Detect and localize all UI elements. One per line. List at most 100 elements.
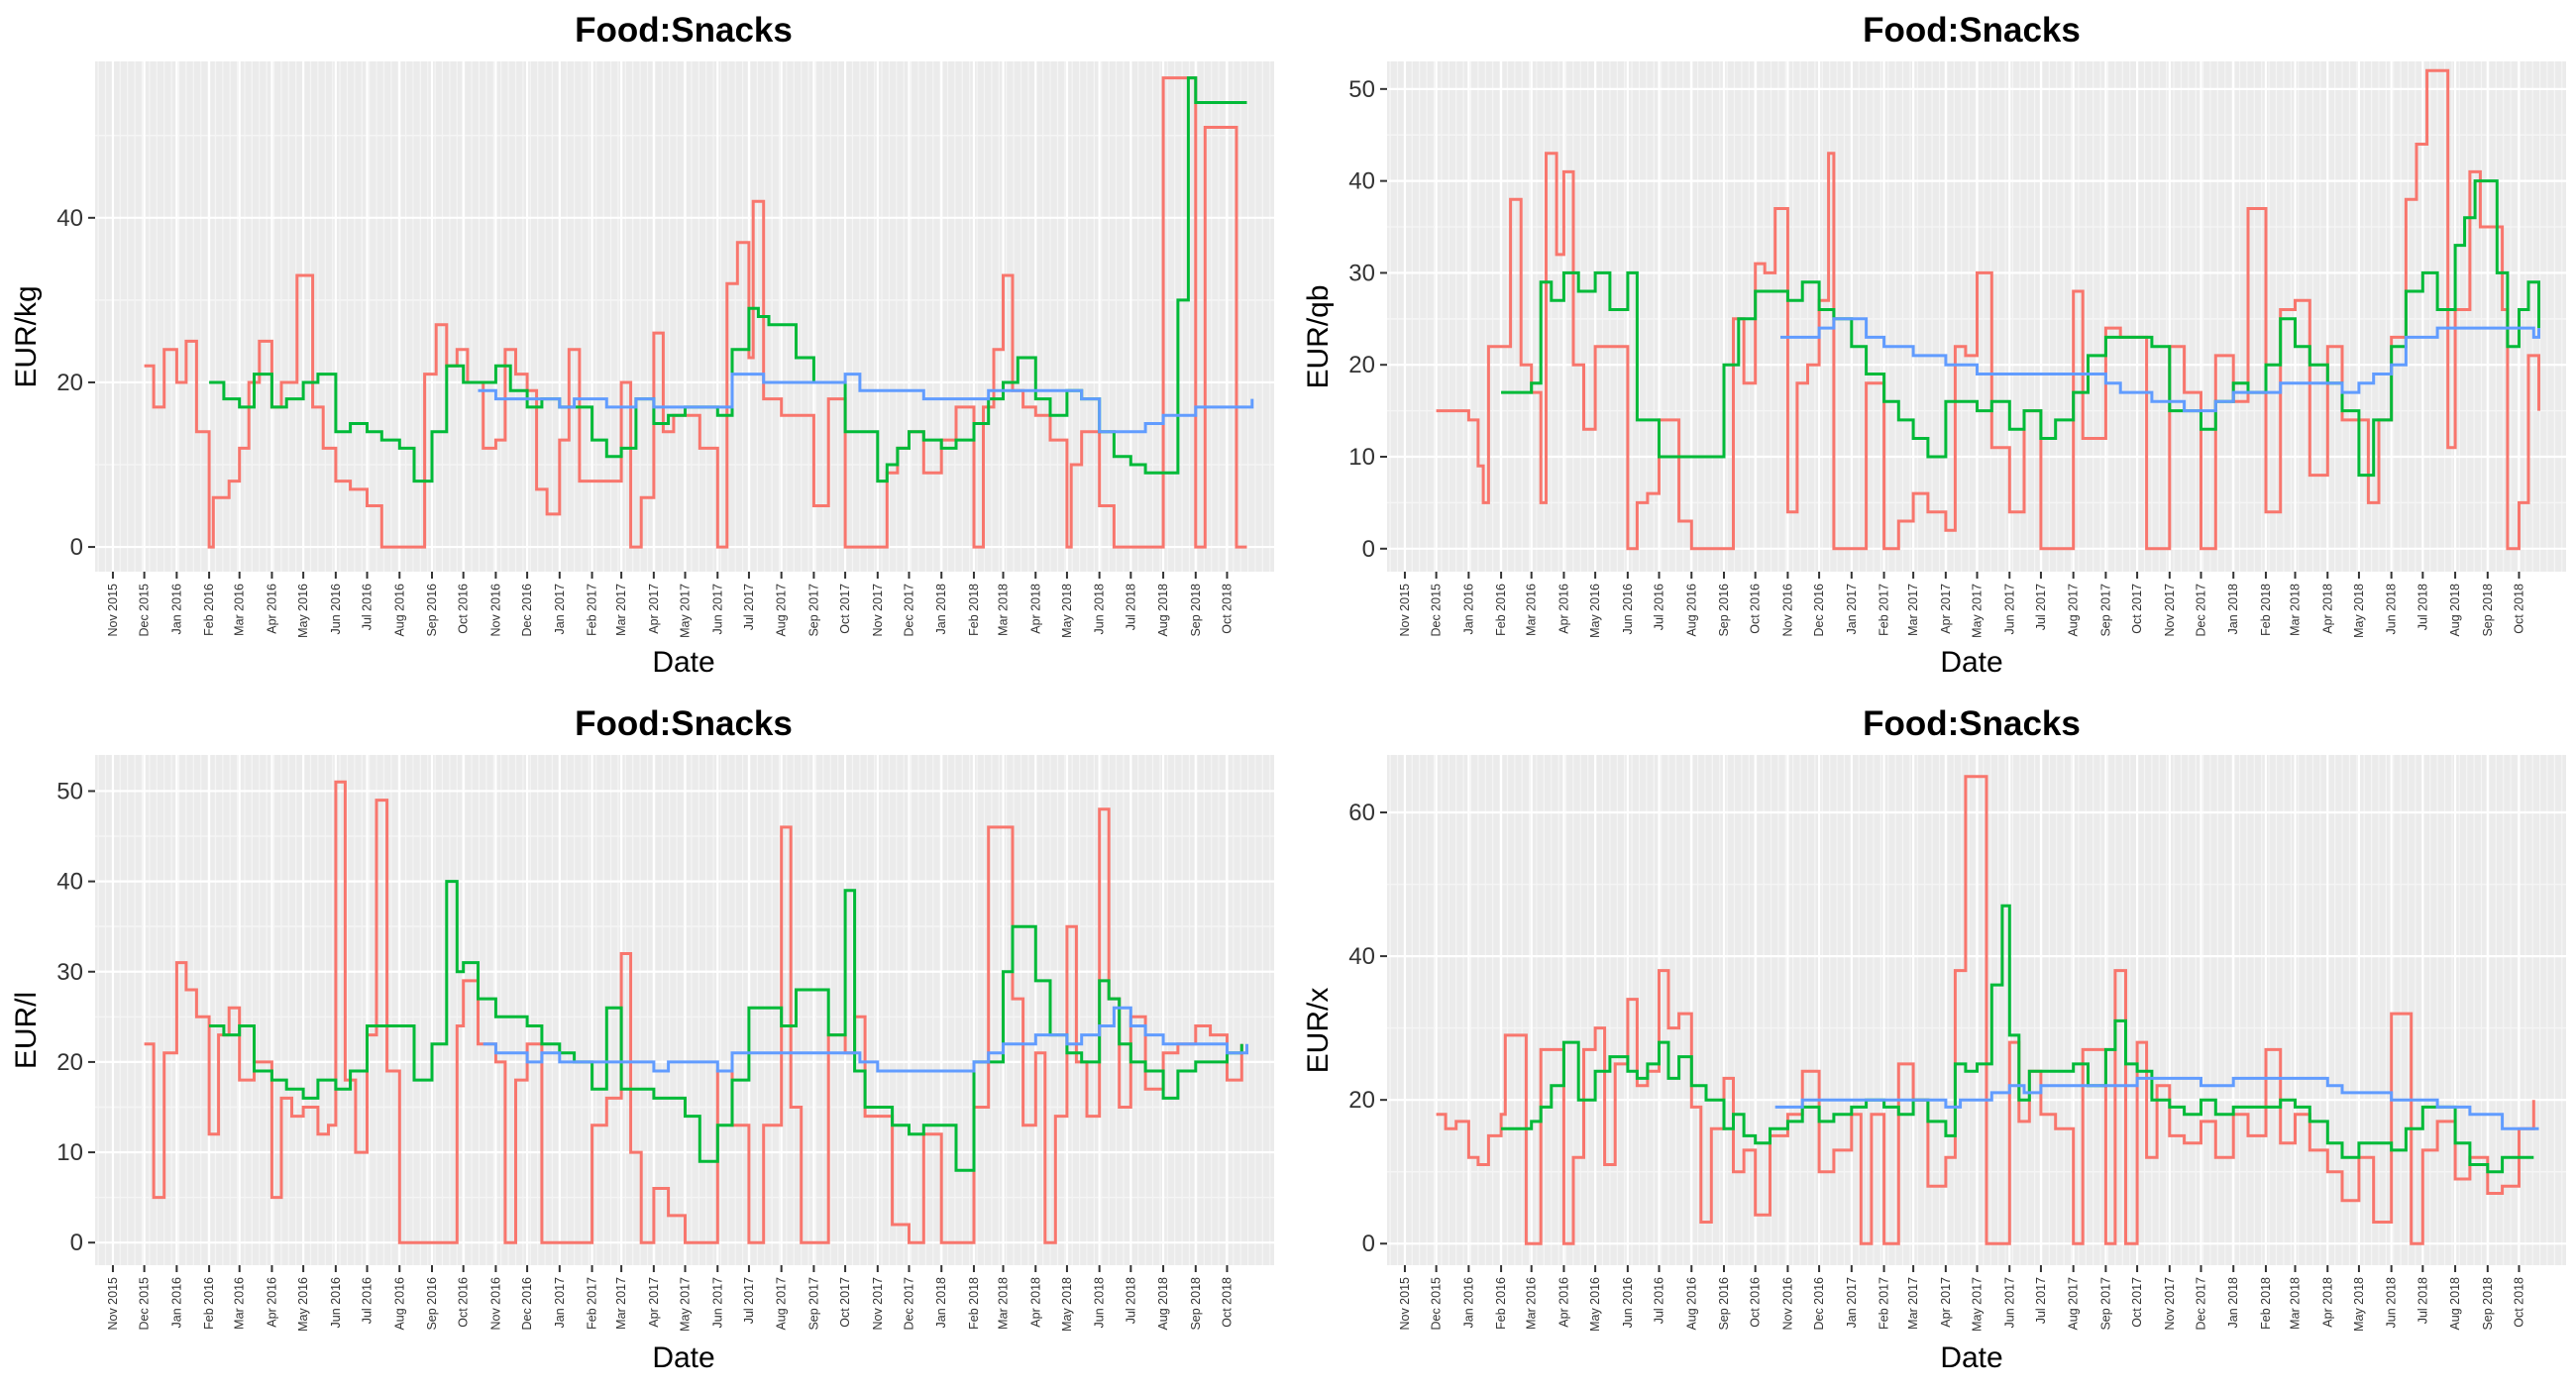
x-tick-label: Jul 2018 — [2415, 1277, 2429, 1324]
x-tick-label: Dec 2016 — [520, 584, 534, 637]
chart-title: Food:Snacks — [575, 11, 793, 50]
x-tick-label: Sep 2017 — [806, 584, 820, 637]
x-tick-label: May 2017 — [679, 584, 693, 638]
x-tick-label: Jan 2018 — [2226, 584, 2240, 634]
x-tick-label: Apr 2016 — [265, 584, 278, 634]
x-tick-label: Oct 2016 — [1749, 1277, 1763, 1328]
x-tick-label: Apr 2018 — [1028, 584, 1042, 634]
x-tick-label: Sep 2016 — [1717, 584, 1731, 637]
y-axis-label: EUR/l — [10, 992, 43, 1069]
x-tick-label: Apr 2017 — [647, 584, 661, 634]
x-tick-label: Sep 2018 — [1189, 1277, 1203, 1331]
x-axis: Nov 2015 Dec 2015 Jan 2016 Feb 2016 Mar 2016… — [106, 572, 1234, 638]
y-tick-label: 20 — [1348, 352, 1375, 378]
x-tick-label: Jul 2016 — [1653, 584, 1666, 630]
x-tick-label: Dec 2016 — [1812, 584, 1826, 637]
minor-gridlines — [95, 755, 1274, 1265]
x-tick-label: Apr 2017 — [1939, 584, 1953, 634]
x-tick-label: Feb 2016 — [1494, 584, 1508, 636]
x-tick-label: Jun 2017 — [2002, 1277, 2016, 1328]
x-tick-label: Jun 2016 — [329, 584, 343, 634]
x-tick-label: May 2018 — [2352, 1277, 2366, 1332]
chart-title: Food:Snacks — [1863, 11, 2081, 50]
y-tick-label: 10 — [1348, 444, 1375, 471]
x-tick-label: Apr 2018 — [2320, 584, 2334, 634]
x-tick-label: Mar 2017 — [1906, 584, 1920, 636]
series-blue-line — [478, 373, 1254, 434]
x-tick-label: Oct 2018 — [1220, 584, 1234, 634]
x-tick-label: May 2017 — [1971, 584, 1985, 638]
series-group — [144, 76, 1254, 549]
x-tick-label: Jan 2017 — [553, 1277, 567, 1328]
series-group — [1436, 775, 2539, 1245]
x-tick-label: Oct 2016 — [1749, 584, 1763, 634]
x-tick-label: Feb 2016 — [202, 584, 216, 636]
x-tick-label: Jan 2016 — [1461, 1277, 1475, 1328]
x-tick-label: Sep 2018 — [2481, 1277, 2495, 1331]
x-axis-label: Date — [652, 646, 714, 679]
x-tick-label: Jul 2018 — [1124, 584, 1137, 630]
minor-gridlines — [95, 61, 1274, 572]
x-tick-label: Nov 2016 — [488, 1277, 502, 1331]
y-axis: 0 20 40 60 — [1348, 800, 1387, 1257]
y-tick-label: 30 — [56, 959, 83, 986]
x-tick-label: Mar 2017 — [1906, 1277, 1920, 1330]
x-tick-label: Aug 2018 — [2448, 584, 2462, 637]
x-tick-label: Oct 2017 — [2130, 584, 2144, 634]
y-tick-label: 50 — [56, 778, 83, 804]
x-tick-label: Nov 2015 — [1398, 584, 1412, 637]
y-tick-label: 10 — [56, 1139, 83, 1166]
x-tick-label: Oct 2018 — [2512, 1277, 2525, 1328]
x-tick-label: Jul 2017 — [2034, 1277, 2048, 1324]
x-tick-label: May 2016 — [1588, 1277, 1602, 1332]
x-tick-label: Feb 2016 — [1494, 1277, 1508, 1330]
y-tick-label: 0 — [70, 534, 83, 561]
y-tick-label: 40 — [56, 205, 83, 232]
x-axis: Nov 2015 Dec 2015 Jan 2016 Feb 2016 Mar 2016… — [1398, 572, 2525, 638]
x-tick-label: Sep 2017 — [2098, 584, 2112, 637]
x-tick-label: Feb 2018 — [2259, 584, 2273, 636]
x-tick-label: Feb 2018 — [967, 1277, 981, 1330]
y-tick-label: 0 — [1362, 536, 1375, 563]
x-tick-label: Aug 2016 — [392, 584, 406, 637]
x-tick-label: Aug 2018 — [1156, 584, 1170, 637]
x-tick-label: Nov 2017 — [871, 1277, 885, 1331]
x-tick-label: May 2018 — [1060, 1277, 1074, 1332]
x-tick-label: May 2016 — [296, 1277, 310, 1332]
y-tick-label: 30 — [1348, 260, 1375, 286]
x-tick-label: Sep 2016 — [1717, 1277, 1731, 1331]
series-green-line — [1501, 179, 2540, 478]
x-tick-label: Mar 2017 — [614, 584, 628, 636]
series-blue-line — [1780, 317, 2540, 413]
x-tick-label: Mar 2018 — [997, 584, 1011, 636]
x-tick-label: Jan 2017 — [1845, 1277, 1859, 1328]
x-tick-label: Mar 2016 — [233, 1277, 247, 1330]
x-tick-label: Nov 2016 — [1780, 1277, 1794, 1331]
x-tick-label: Sep 2017 — [2098, 1277, 2112, 1331]
x-tick-label: Nov 2017 — [2163, 584, 2177, 637]
y-axis: 0 10 20 30 40 50 — [56, 778, 95, 1256]
x-tick-label: Oct 2017 — [838, 584, 852, 634]
x-tick-label: Feb 2016 — [202, 1277, 216, 1330]
x-tick-label: Dec 2017 — [2194, 1277, 2207, 1331]
x-tick-label: May 2018 — [2352, 584, 2366, 638]
x-tick-label: Nov 2017 — [2163, 1277, 2177, 1331]
x-tick-label: Jan 2018 — [934, 1277, 948, 1328]
x-tick-label: Jul 2017 — [2034, 584, 2048, 630]
x-tick-label: Feb 2017 — [1878, 1277, 1891, 1330]
x-tick-label: Feb 2017 — [586, 1277, 599, 1330]
x-tick-label: Nov 2015 — [106, 584, 120, 637]
x-tick-label: Jul 2016 — [361, 1277, 375, 1324]
x-axis: Nov 2015 Dec 2015 Jan 2016 Feb 2016 Mar 2016… — [106, 1265, 1234, 1332]
x-tick-label: Jul 2016 — [361, 584, 375, 630]
x-tick-label: Jun 2018 — [2385, 1277, 2399, 1328]
x-tick-label: Aug 2016 — [1684, 584, 1698, 637]
x-tick-label: Aug 2018 — [2448, 1277, 2462, 1331]
x-tick-label: Aug 2017 — [775, 1277, 789, 1331]
x-tick-label: Jun 2017 — [710, 584, 724, 634]
x-tick-label: Nov 2017 — [871, 584, 885, 637]
series-group — [1436, 68, 2540, 551]
x-tick-label: Feb 2018 — [967, 584, 981, 636]
x-tick-label: Mar 2018 — [997, 1277, 1011, 1330]
